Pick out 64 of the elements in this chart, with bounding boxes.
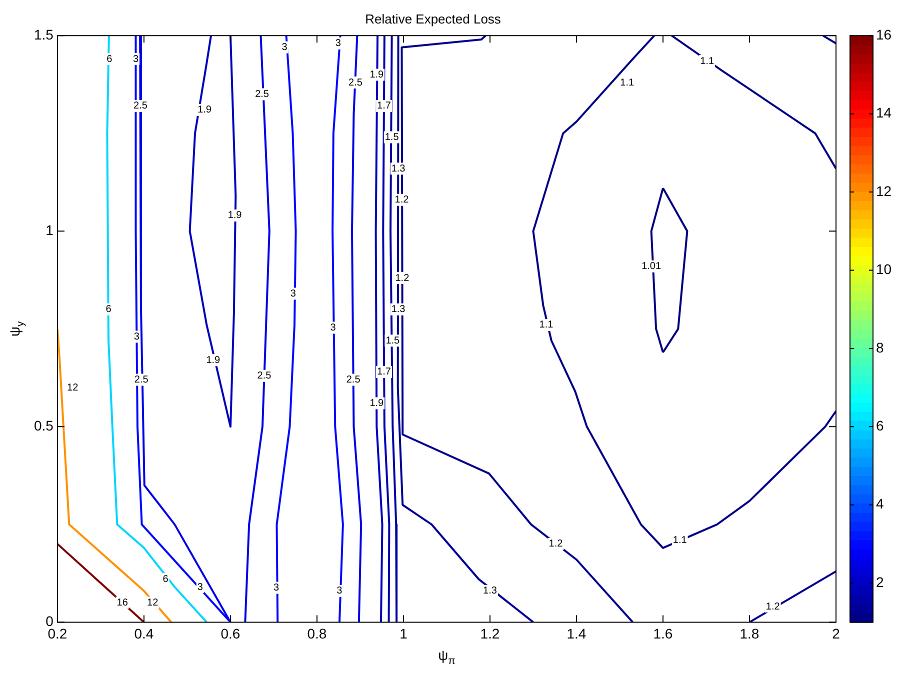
annotation: 1.2 (395, 272, 410, 284)
color-bar-label: 10 (876, 261, 892, 278)
annotation: 6 (106, 304, 112, 316)
annotation: 1.9 (370, 69, 384, 80)
annotation: 1.5 (384, 132, 400, 144)
annotation: 3 (282, 42, 288, 54)
x-tick-label: 1.8 (740, 625, 760, 642)
color-bar-label: 4 (876, 496, 884, 512)
annotation: 1.1 (620, 77, 634, 88)
annotation: 3 (290, 288, 296, 300)
annotation: 1.9 (198, 104, 212, 116)
annotation: 1.1 (539, 320, 554, 331)
color-bar-label: 12 (876, 182, 892, 199)
color-bar-label: 6 (876, 418, 884, 434)
x-tick-label: 1.4 (566, 625, 586, 642)
annotation: 1.9 (206, 354, 221, 366)
annotation: 1.3 (483, 586, 498, 597)
annotation: 1.2 (548, 538, 564, 550)
annotation: 3 (132, 54, 139, 65)
annotation: 1.9 (370, 398, 384, 409)
color-bar-label: 8 (876, 339, 884, 356)
color-bar-label: 16 (876, 26, 892, 42)
annotation: 2.5 (257, 370, 272, 382)
annotation: 1.3 (391, 163, 406, 174)
annotation: 1.5 (386, 335, 400, 346)
y-tick-label: 0.5 (34, 418, 54, 434)
annotation: 12 (67, 382, 79, 394)
annotation: 2.5 (255, 89, 270, 100)
annotation: 6 (162, 574, 169, 585)
annotation: 3 (134, 331, 140, 342)
x-tick-label: 0.8 (307, 625, 327, 642)
annotation: 2.5 (348, 77, 363, 88)
annotation: 1.01 (642, 261, 662, 272)
annotation: 1.2 (766, 601, 780, 612)
annotation: 3 (197, 582, 204, 593)
annotation: 1.7 (377, 366, 392, 378)
x-tick-label: 1.2 (480, 625, 500, 642)
annotation: 12 (147, 597, 159, 608)
annotation: 3 (274, 582, 280, 594)
y-axis-title: ψy (6, 320, 26, 337)
x-tick-label: 1.6 (653, 625, 673, 642)
color-bar-label: 14 (876, 104, 892, 121)
annotation: 1.1 (672, 534, 688, 546)
color-bar-label: 2 (876, 574, 884, 590)
annotation: 1.9 (228, 210, 242, 222)
annotation: 1.2 (394, 194, 410, 206)
chart-title: Relative Expected Loss (365, 11, 502, 26)
x-tick-label: 1 (400, 625, 408, 642)
annotation: 1.3 (391, 304, 406, 316)
annotation: 1.1 (700, 56, 714, 67)
x-tick-label: 0.6 (220, 625, 240, 642)
annotation: 3 (336, 586, 343, 597)
y-tick-label: 1.5 (34, 26, 54, 42)
annotation: 2.5 (346, 374, 361, 386)
annotation: 2.5 (134, 374, 149, 386)
annotation: 6 (106, 54, 113, 65)
annotation: 3 (335, 38, 342, 50)
annotation: 3 (330, 322, 336, 334)
annotation: 16 (116, 597, 128, 608)
annotation: 2.5 (134, 100, 148, 112)
x-tick-label: 2 (832, 625, 840, 642)
y-tick-label: 1 (46, 222, 54, 238)
annotation: 1.7 (377, 100, 392, 112)
x-tick-label: 0.4 (134, 625, 154, 642)
